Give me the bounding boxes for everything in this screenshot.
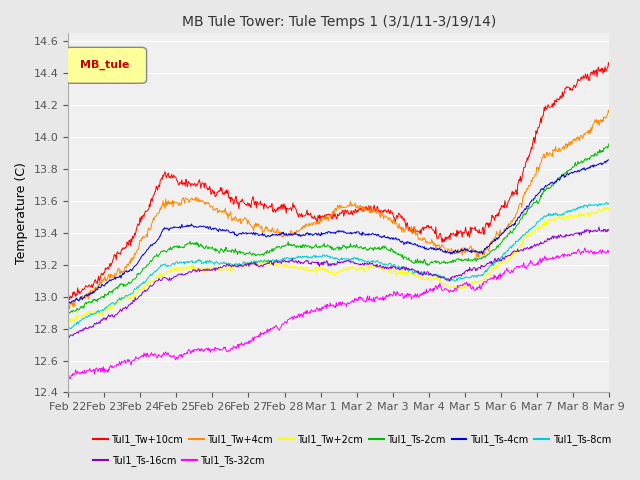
- Legend: Tul1_Tw+10cm, Tul1_Tw+4cm, Tul1_Tw+2cm, Tul1_Ts-2cm, Tul1_Ts-4cm, Tul1_Ts-8cm: Tul1_Tw+10cm, Tul1_Tw+4cm, Tul1_Tw+2cm, …: [89, 430, 615, 449]
- Y-axis label: Temperature (C): Temperature (C): [15, 162, 28, 264]
- Text: MB_tule: MB_tule: [80, 60, 130, 71]
- Title: MB Tule Tower: Tule Temps 1 (3/1/11-3/19/14): MB Tule Tower: Tule Temps 1 (3/1/11-3/19…: [182, 15, 496, 29]
- FancyBboxPatch shape: [65, 48, 147, 83]
- Legend: Tul1_Ts-16cm, Tul1_Ts-32cm: Tul1_Ts-16cm, Tul1_Ts-32cm: [90, 452, 269, 470]
